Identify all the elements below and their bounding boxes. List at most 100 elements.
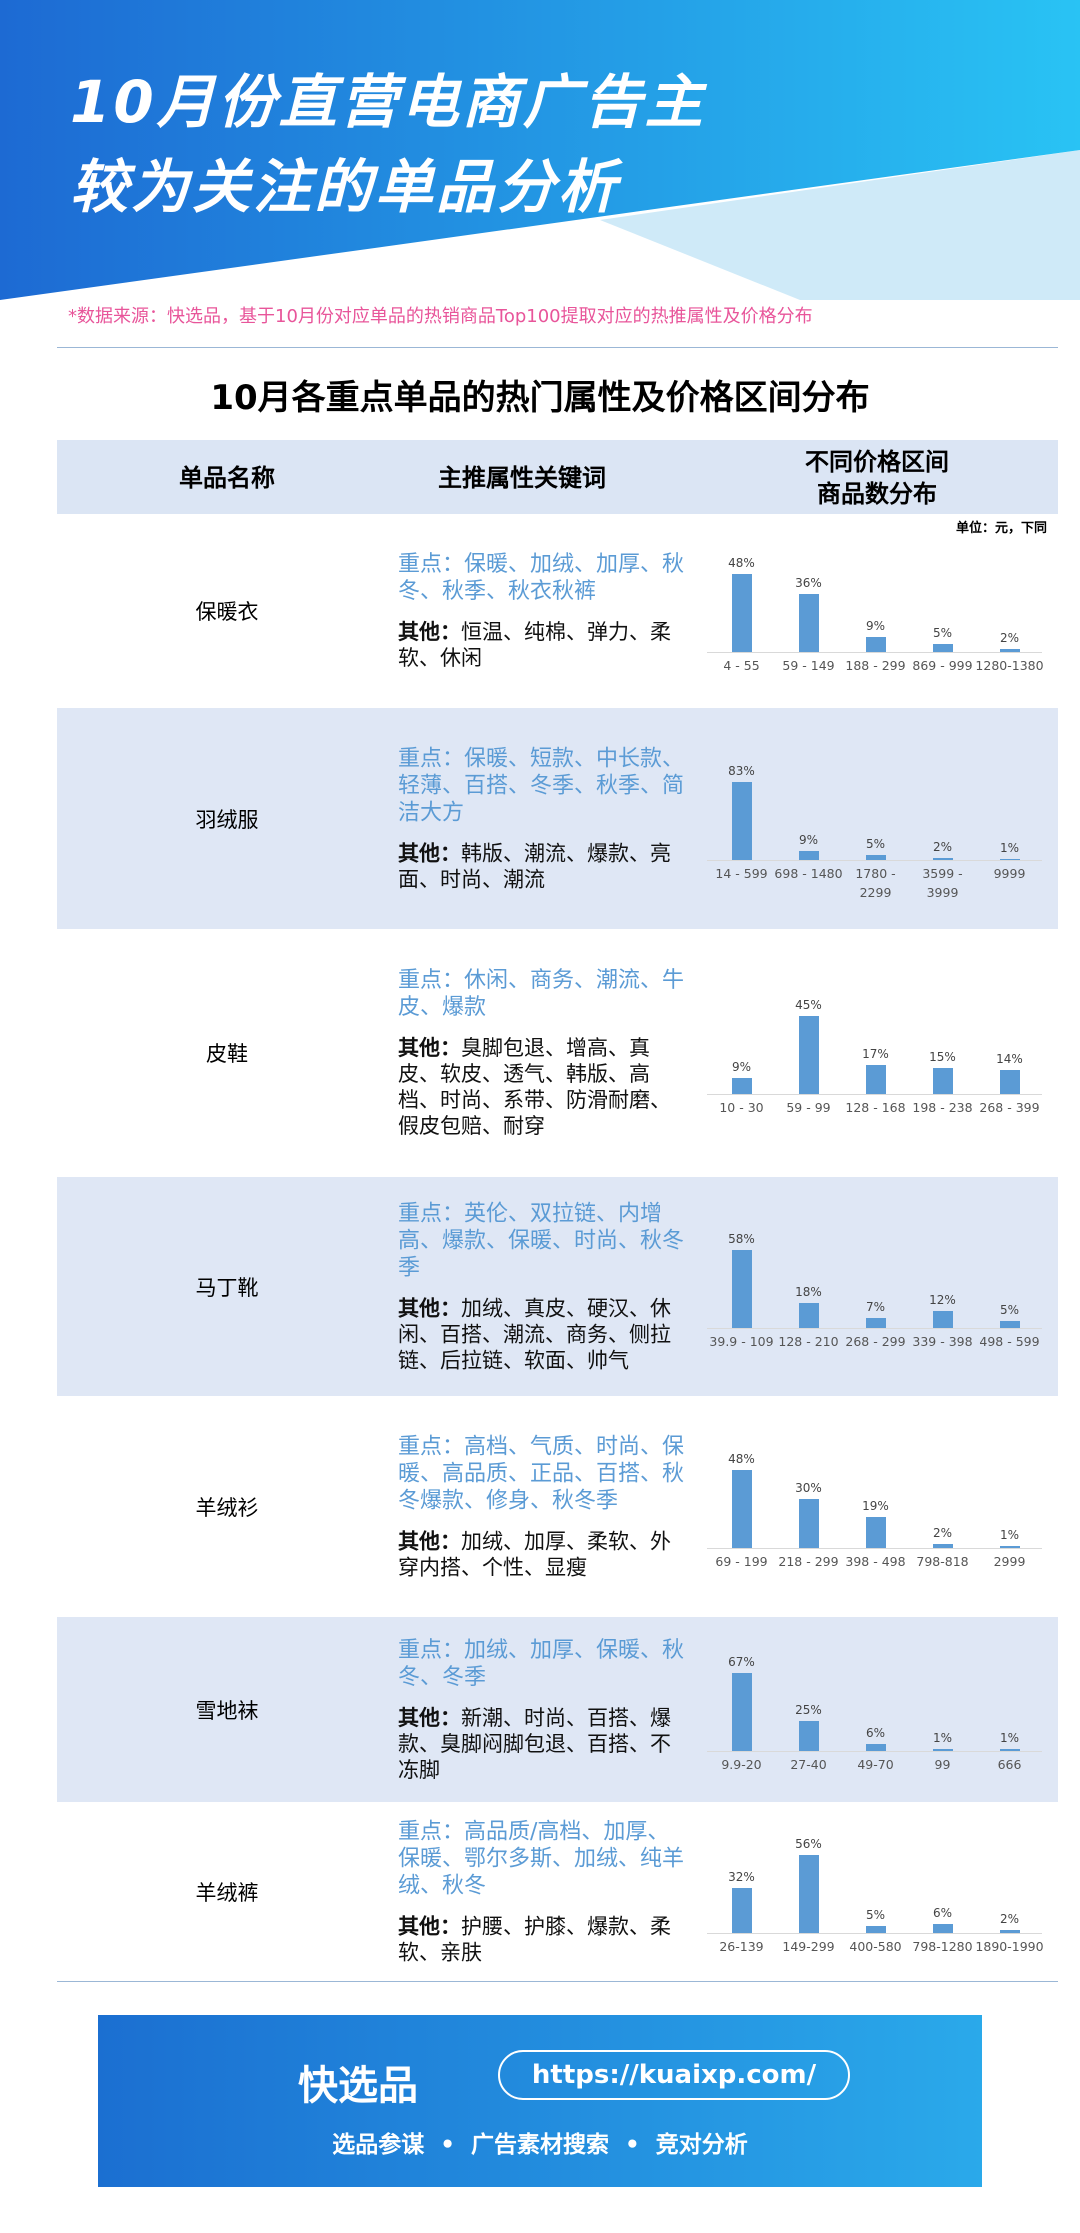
category-label: 398 - 498: [845, 1553, 906, 1569]
bar-column: 1%: [908, 1641, 977, 1751]
service: 选品参谋: [332, 2132, 425, 2158]
other-keywords: 其他：加绒、真皮、硬汉、休闲、百搭、潮流、商务、侧拉链、后拉链、软面、帅气: [398, 1295, 688, 1373]
bar-column: 2%: [975, 1823, 1044, 1933]
value-label: 1%: [932, 1731, 953, 1746]
url[interactable]: https://kuaixp.com/: [498, 2050, 850, 2100]
mini-chart: 67% 9.9-20 25% 27-40 6% 49-70 1% 99 1% 666: [702, 1641, 1047, 1791]
other-keywords: 其他：新潮、时尚、百搭、爆款、臭脚闷脚包退、百搭、不冻脚: [398, 1705, 688, 1783]
keywords: 重点：保暖、短款、中长款、轻薄、百搭、冬季、秋季、简洁大方 其他：韩版、潮流、爆款…: [398, 745, 688, 892]
bar: [999, 1749, 1020, 1751]
value-label: 2%: [932, 1526, 953, 1541]
category-label: 798-818: [916, 1553, 969, 1569]
bar: [932, 1924, 953, 1933]
value-label: 1%: [999, 840, 1020, 855]
table-row: 保暖衣 重点：保暖、加绒、加厚、秋冬、秋季、秋衣秋裤 其他：恒温、纯棉、弹力、柔软、…: [57, 514, 1058, 708]
category-label: 149-299: [782, 1938, 835, 1954]
value-label: 9%: [865, 619, 886, 634]
mini-chart: 58% 39.9 - 109 18% 128 - 210 7% 268 - 299 12% 3…: [702, 1218, 1047, 1368]
bar: [932, 1749, 953, 1751]
bar-column: 1%: [975, 1438, 1044, 1548]
bar-column: 25%: [774, 1641, 843, 1751]
bar: [999, 1069, 1020, 1094]
other-label: 其他：: [398, 841, 461, 865]
bar-column: 12%: [908, 1218, 977, 1328]
bar-column: 2%: [908, 1438, 977, 1548]
divider: [57, 347, 1058, 348]
value-label: 56%: [795, 1836, 822, 1851]
keywords: 重点：高档、气质、时尚、保暖、高品质、正品、百搭、秋冬爆款、修身、秋冬季 其他：加…: [398, 1433, 688, 1580]
category-label: 10 - 30: [719, 1100, 764, 1115]
bar-column: 9%: [774, 750, 843, 860]
other-text: 护腰、护膝、爆款、柔软、亲肤: [398, 1914, 671, 1964]
table-row: 羊绒衫 重点：高档、气质、时尚、保暖、高品质、正品、百搭、秋冬爆款、修身、秋冬季其…: [57, 1396, 1058, 1617]
baseline: [707, 1750, 1042, 1752]
bar: [731, 1469, 752, 1548]
bar-column: 83%: [707, 750, 776, 860]
value-label: 5%: [865, 836, 886, 851]
category-label: 69 - 199: [715, 1553, 768, 1569]
category-label: 1280-1380: [975, 658, 1044, 673]
mini-chart: 9% 10 - 30 45% 59 - 99 17% 128 - 168 15% 198 - …: [702, 984, 1047, 1134]
baseline: [707, 652, 1042, 653]
other-label: 其他：: [398, 1036, 461, 1060]
bar: [932, 1068, 953, 1094]
category-label: 798-1280: [912, 1938, 973, 1954]
key-keywords: 重点：休闲、商务、潮流、牛皮、爆款: [398, 968, 685, 1020]
other-text: 加绒、加厚、柔软、外穿内搭、个性、显瘦: [398, 1529, 671, 1579]
value-label: 2%: [999, 630, 1020, 645]
value-label: 30%: [795, 1480, 822, 1495]
category-label: 27-40: [790, 1756, 827, 1772]
header-line: 商品数分布: [817, 479, 937, 508]
bar: [798, 851, 819, 860]
bar: [865, 854, 886, 860]
value-label: 5%: [865, 1907, 886, 1922]
other-keywords: 其他：护腰、护膝、爆款、柔软、亲肤: [398, 1913, 688, 1965]
category-label: 4 - 55: [723, 658, 760, 673]
value-label: 36%: [795, 575, 822, 590]
value-label: 48%: [728, 556, 755, 570]
category-label: 3599 - 3999: [922, 865, 963, 900]
bar-column: 67%: [707, 1641, 776, 1751]
item-name: 雪地袜: [195, 1698, 259, 1723]
category-label: 9999: [993, 865, 1026, 881]
bar: [731, 1672, 752, 1751]
bar: [798, 1498, 819, 1548]
bar: [731, 574, 752, 652]
category-label: 99: [934, 1756, 951, 1772]
bar-column: 6%: [908, 1823, 977, 1933]
value-label: 18%: [795, 1285, 822, 1300]
bar-column: 17%: [841, 984, 910, 1094]
separator: •: [440, 2132, 455, 2158]
title-line: 10月份直营电商广告主: [70, 68, 706, 136]
other-keywords: 其他：加绒、加厚、柔软、外穿内搭、个性、显瘦: [398, 1528, 688, 1580]
bar-column: 5%: [841, 1823, 910, 1933]
bar-column: 36%: [774, 542, 843, 652]
footer: 快选品 https://kuaixp.com/ 选品参谋 • 广告素材搜索 • 竞对分析: [98, 2015, 982, 2187]
category-label: 268 - 399: [979, 1100, 1040, 1115]
category-label: 59 - 149: [782, 658, 835, 673]
item-name: 羽绒服: [195, 807, 259, 832]
bar-column: 56%: [774, 1823, 843, 1933]
table-row: 羽绒服 重点：保暖、短款、中长款、轻薄、百搭、冬季、秋季、简洁大方 其他：韩版、潮流…: [57, 708, 1058, 929]
bar: [865, 1516, 886, 1548]
bar: [932, 1544, 953, 1548]
item-name: 保暖衣: [195, 600, 259, 624]
bar-column: 48%: [707, 1438, 776, 1548]
value-label: 1%: [999, 1527, 1020, 1542]
bar: [731, 1249, 752, 1328]
other-text: 臭脚包退、增高、真皮、软皮、透气、韩版、高档、时尚、系带、防滑耐磨、假皮包赔、耐…: [398, 1036, 671, 1138]
service: 广告素材搜索: [471, 2132, 609, 2158]
value-label: 2%: [932, 839, 953, 854]
keywords: 重点：保暖、加绒、加厚、秋冬、秋季、秋衣秋裤 其他：恒温、纯棉、弹力、柔软、休闲: [398, 551, 688, 671]
value-label: 48%: [728, 1451, 755, 1466]
category-label: 128 - 210: [778, 1333, 839, 1349]
separator: •: [625, 2132, 640, 2158]
category-label: 14 - 599: [715, 865, 768, 881]
bar: [865, 637, 886, 652]
bar-column: 1%: [975, 750, 1044, 860]
key-keywords: 重点：保暖、短款、中长款、轻薄、百搭、冬季、秋季、简洁大方: [398, 746, 685, 825]
baseline: [707, 1327, 1042, 1329]
other-text: 新潮、时尚、百搭、爆款、臭脚闷脚包退、百搭、不冻脚: [398, 1705, 671, 1782]
bar: [999, 1545, 1020, 1548]
bar-column: 7%: [841, 1218, 910, 1328]
